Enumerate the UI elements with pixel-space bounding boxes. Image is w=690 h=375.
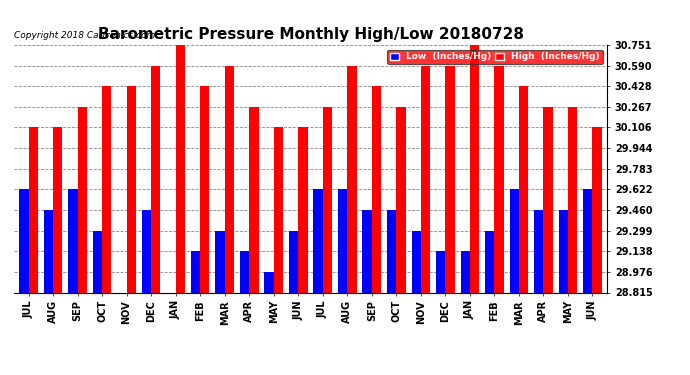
Bar: [421, 66, 430, 292]
Bar: [43, 210, 53, 292]
Bar: [151, 66, 161, 292]
Bar: [534, 210, 544, 292]
Bar: [240, 251, 249, 292]
Bar: [510, 189, 519, 292]
Bar: [544, 107, 553, 292]
Bar: [559, 210, 568, 292]
Bar: [470, 45, 479, 292]
Legend: Low  (Inches/Hg), High  (Inches/Hg): Low (Inches/Hg), High (Inches/Hg): [387, 50, 602, 64]
Bar: [249, 107, 259, 292]
Bar: [313, 189, 323, 292]
Bar: [126, 86, 136, 292]
Bar: [519, 86, 529, 292]
Bar: [274, 128, 283, 292]
Bar: [583, 189, 593, 292]
Bar: [289, 231, 298, 292]
Bar: [68, 189, 77, 292]
Bar: [387, 210, 396, 292]
Bar: [92, 231, 102, 292]
Bar: [264, 272, 274, 292]
Bar: [215, 231, 225, 292]
Bar: [347, 66, 357, 292]
Bar: [593, 128, 602, 292]
Bar: [28, 128, 38, 292]
Bar: [142, 210, 151, 292]
Bar: [323, 107, 332, 292]
Bar: [445, 66, 455, 292]
Bar: [298, 128, 308, 292]
Bar: [53, 128, 62, 292]
Bar: [460, 251, 470, 292]
Text: Copyright 2018 Cartronics.com: Copyright 2018 Cartronics.com: [14, 31, 155, 40]
Bar: [495, 66, 504, 292]
Bar: [176, 45, 185, 292]
Bar: [411, 231, 421, 292]
Bar: [372, 86, 381, 292]
Bar: [102, 86, 111, 292]
Bar: [338, 189, 347, 292]
Bar: [485, 231, 495, 292]
Bar: [19, 189, 28, 292]
Bar: [191, 251, 200, 292]
Bar: [77, 107, 87, 292]
Bar: [436, 251, 445, 292]
Bar: [568, 107, 578, 292]
Title: Barometric Pressure Monthly High/Low 20180728: Barometric Pressure Monthly High/Low 201…: [97, 27, 524, 42]
Bar: [362, 210, 372, 292]
Bar: [396, 107, 406, 292]
Bar: [200, 86, 210, 292]
Bar: [225, 66, 234, 292]
